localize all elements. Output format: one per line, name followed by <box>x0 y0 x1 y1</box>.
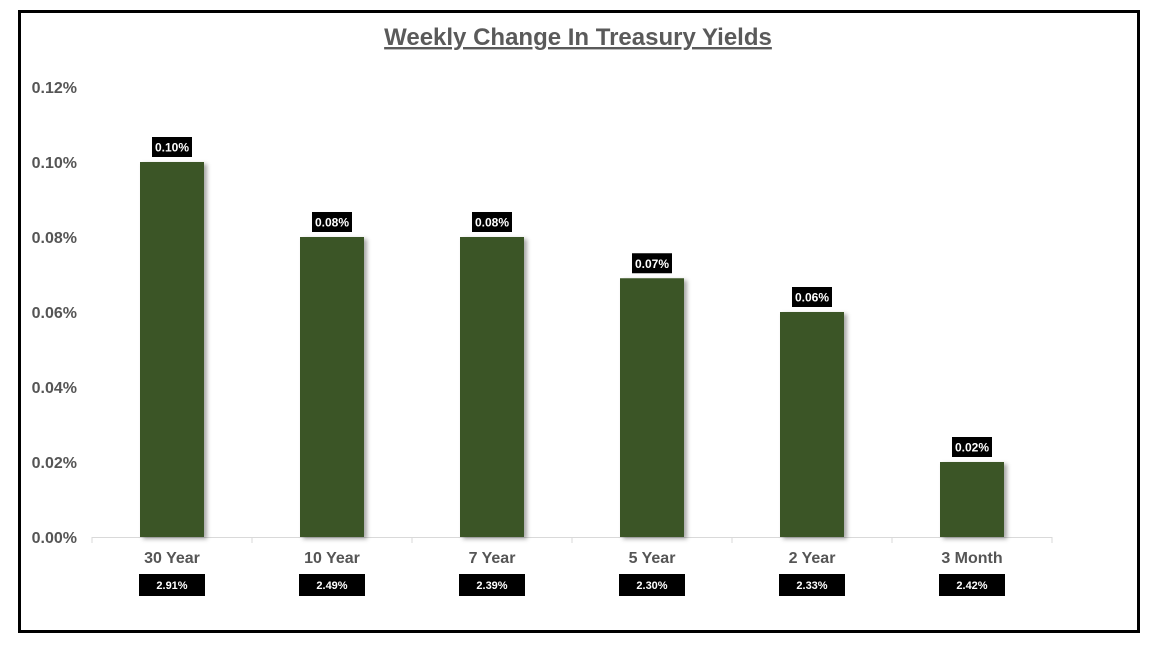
yield-label-box <box>459 574 525 596</box>
data-label: 0.10% <box>155 141 189 155</box>
yield-label: 2.91% <box>156 580 187 592</box>
category-label: 5 Year <box>629 550 676 567</box>
data-label-box <box>152 137 192 157</box>
data-label-box <box>312 212 352 232</box>
data-label: 0.07% <box>635 257 669 271</box>
y-tick-label: 0.00% <box>32 530 77 547</box>
bar <box>140 162 204 537</box>
data-labels: 0.10% 0.08% 0.08% 0.07% 0.06% 0.02% <box>152 137 992 457</box>
data-label: 0.06% <box>795 291 829 305</box>
y-tick-label: 0.08% <box>32 230 77 247</box>
category-label: 7 Year <box>469 550 516 567</box>
chart-title: Weekly Change In Treasury Yields <box>384 24 772 51</box>
bar <box>940 462 1004 537</box>
data-label: 0.08% <box>315 216 349 230</box>
yield-label: 2.39% <box>476 580 507 592</box>
yield-label-box <box>299 574 365 596</box>
yield-label: 2.42% <box>956 580 987 592</box>
y-tick-label: 0.06% <box>32 305 77 322</box>
data-label-box <box>792 287 832 307</box>
category-label: 3 Month <box>941 550 1002 567</box>
yield-label: 2.49% <box>316 580 347 592</box>
bar <box>460 237 524 537</box>
y-tick-label: 0.02% <box>32 455 77 472</box>
category-label: 30 Year <box>144 550 200 567</box>
data-label: 0.08% <box>475 216 509 230</box>
y-axis: 0.00% 0.02% 0.04% 0.06% 0.08% 0.10% 0.12% <box>32 80 77 547</box>
data-label: 0.02% <box>955 441 989 455</box>
bars <box>140 162 1004 537</box>
data-label-box <box>632 253 672 274</box>
yield-labels: 2.91% 2.49% 2.39% 2.30% 2.33% 2.42% <box>139 574 1005 596</box>
bar <box>780 312 844 537</box>
yield-label-box <box>619 574 685 596</box>
yield-label: 2.30% <box>636 580 667 592</box>
bar <box>620 278 684 537</box>
x-axis: 30 Year 10 Year 7 Year 5 Year 2 Year 3 Month <box>91 537 1053 567</box>
y-tick-label: 0.10% <box>32 155 77 172</box>
yield-label-box <box>139 574 205 596</box>
yield-label-box <box>779 574 845 596</box>
category-label: 10 Year <box>304 550 360 567</box>
yield-label: 2.33% <box>796 580 827 592</box>
y-tick-label: 0.04% <box>32 380 77 397</box>
y-tick-label: 0.12% <box>32 80 77 97</box>
category-label: 2 Year <box>789 550 836 567</box>
bar <box>300 237 364 537</box>
yield-label-box <box>939 574 1005 596</box>
data-label-box <box>952 437 992 457</box>
data-label-box <box>472 212 512 232</box>
